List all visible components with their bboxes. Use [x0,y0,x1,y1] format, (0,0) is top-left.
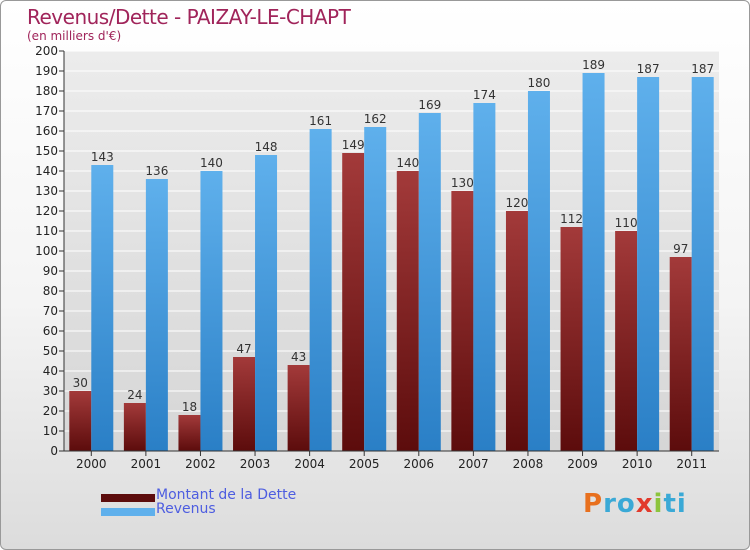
x-tick-label: 2007 [458,457,489,471]
x-tick-label: 2004 [294,457,325,471]
value-label-debt: 149 [342,138,365,152]
value-label-debt: 43 [291,350,306,364]
legend-label-revenue: Revenus [156,501,216,517]
bar-debt [178,415,201,451]
bar-revenue [309,129,332,451]
bar-revenue [637,77,660,451]
proxiti-logo: Proxiti [583,489,687,519]
value-label-revenue: 189 [582,58,605,72]
value-label-debt: 30 [73,376,88,390]
x-tick-label: 2005 [349,457,380,471]
bar-debt [287,365,310,451]
bar-debt [451,191,474,451]
bar-revenue [91,165,114,451]
value-label-debt: 24 [127,388,142,402]
y-tick-label: 150 [35,144,58,158]
x-tick-label: 2006 [404,457,435,471]
logo-letter: x [635,489,654,519]
value-label-debt: 18 [182,400,197,414]
y-tick-label: 200 [35,44,58,58]
y-tick-label: 0 [50,444,58,458]
x-tick-label: 2003 [240,457,271,471]
y-tick-label: 30 [43,384,58,398]
value-label-debt: 130 [451,176,474,190]
value-label-revenue: 143 [91,150,114,164]
value-label-revenue: 140 [200,156,223,170]
y-tick-label: 120 [35,204,58,218]
bar-debt [123,403,146,451]
y-tick-label: 70 [43,304,58,318]
bar-revenue [200,171,223,451]
x-tick-label: 2010 [622,457,653,471]
bar-revenue [418,113,441,451]
bar-revenue [527,91,550,451]
bar-debt [669,257,692,451]
bar-debt [560,227,583,451]
value-label-debt: 110 [615,216,638,230]
y-tick-label: 100 [35,244,58,258]
y-tick-label: 80 [43,284,58,298]
legend-swatch-revenue [101,508,155,516]
chart-title: Revenus/Dette - PAIZAY-LE-CHAPT [27,5,351,29]
logo-letter: P [583,489,604,519]
y-tick-label: 190 [35,64,58,78]
y-tick-label: 50 [43,344,58,358]
x-tick-label: 2011 [676,457,707,471]
y-tick-label: 170 [35,104,58,118]
bar-revenue [364,127,387,451]
bar-debt [505,211,528,451]
value-label-revenue: 148 [255,140,278,154]
value-label-revenue: 162 [364,112,387,126]
logo-letter: i [676,489,687,519]
value-label-debt: 47 [236,342,251,356]
legend-swatch-debt [101,494,155,502]
y-tick-label: 130 [35,184,58,198]
y-tick-label: 180 [35,84,58,98]
chart-subtitle: (en milliers d'€) [27,29,122,43]
bar-debt [615,231,638,451]
x-tick-label: 2008 [513,457,544,471]
x-tick-label: 2009 [567,457,598,471]
value-label-debt: 97 [673,242,688,256]
legend-label-debt: Montant de la Dette [156,487,297,503]
bar-revenue [691,77,714,451]
y-tick-label: 20 [43,404,58,418]
x-tick-label: 2002 [185,457,216,471]
value-label-revenue: 169 [418,98,441,112]
value-label-revenue: 187 [637,62,660,76]
value-label-revenue: 180 [528,76,551,90]
x-tick-label: 2000 [76,457,107,471]
y-tick-label: 90 [43,264,58,278]
value-label-debt: 112 [560,212,583,226]
logo-letter: o [616,489,636,519]
logo-letter: i [653,489,664,519]
bar-debt [342,153,365,451]
y-tick-label: 10 [43,424,58,438]
value-label-revenue: 161 [309,114,332,128]
value-label-revenue: 174 [473,88,496,102]
bar-debt [396,171,419,451]
y-tick-label: 160 [35,124,58,138]
bar-debt [69,391,92,451]
y-tick-label: 110 [35,224,58,238]
value-label-debt: 120 [506,196,529,210]
value-label-revenue: 136 [145,164,168,178]
bar-revenue [473,103,496,451]
logo-letter: r [603,489,617,519]
bar-revenue [255,155,278,451]
value-label-debt: 140 [396,156,419,170]
value-label-revenue: 187 [691,62,714,76]
bar-revenue [145,179,168,451]
x-tick-label: 2001 [131,457,162,471]
y-tick-label: 140 [35,164,58,178]
logo-letter: t [663,489,677,519]
bar-revenue [582,73,605,451]
y-tick-label: 40 [43,364,58,378]
y-tick-label: 60 [43,324,58,338]
bar-debt [233,357,256,451]
